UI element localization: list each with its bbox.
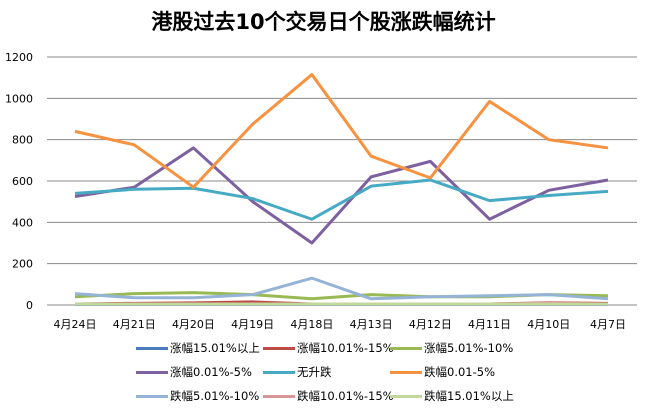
legend-item: 涨幅15.01%以上 xyxy=(136,340,260,356)
x-tick-label: 4月12日 xyxy=(409,318,452,331)
legend-swatch xyxy=(390,394,422,398)
legend-swatch xyxy=(390,346,422,350)
legend-swatch xyxy=(263,394,295,398)
legend-swatch xyxy=(136,370,168,374)
legend-swatch xyxy=(390,370,422,374)
legend-item: 无升跌 xyxy=(263,364,332,380)
legend-label: 无升跌 xyxy=(297,365,332,379)
chart-title: 港股过去10个交易日个股涨跌幅统计 xyxy=(151,10,496,34)
plot-area: 0 200 400 600 800 1000 1200 4月24日 4月21日 4月20日 4月19… xyxy=(5,51,637,331)
legend-swatch xyxy=(136,394,168,398)
legend-item: 跌幅10.01%-15% xyxy=(263,388,394,404)
legend-label: 涨幅0.01%-5% xyxy=(170,365,252,379)
series-line-3 xyxy=(74,146,609,245)
legend-swatch xyxy=(136,346,168,350)
legend-label: 涨幅5.01%-10% xyxy=(424,341,514,355)
legend-item: 涨幅5.01%-10% xyxy=(390,340,513,356)
y-tick-label: 0 xyxy=(26,299,33,312)
x-tick-label: 4月10日 xyxy=(527,318,570,331)
legend-label: 涨幅10.01%-15% xyxy=(297,341,394,355)
x-tick-label: 4月7日 xyxy=(590,318,626,331)
x-tick-label: 4月19日 xyxy=(231,318,274,331)
legend-swatch xyxy=(263,370,295,374)
series-line-6 xyxy=(74,276,609,301)
y-tick-label: 400 xyxy=(12,216,33,229)
legend-label: 跌幅0.01-5% xyxy=(424,365,495,379)
x-tick-label: 4月24日 xyxy=(54,318,97,331)
legend-item: 跌幅5.01%-10% xyxy=(136,388,259,404)
legend-label: 跌幅15.01%以上 xyxy=(424,389,514,403)
y-tick-label: 200 xyxy=(12,258,33,271)
legend-label: 跌幅10.01%-15% xyxy=(297,389,394,403)
x-tick-label: 4月18日 xyxy=(290,318,333,331)
x-tick-label: 4月11日 xyxy=(468,318,511,331)
x-tick-label: 4月21日 xyxy=(113,318,156,331)
legend-label: 跌幅5.01%-10% xyxy=(170,389,260,403)
x-tick-label: 4月13日 xyxy=(350,318,393,331)
legend-swatch xyxy=(263,346,295,350)
x-tick-label: 4月20日 xyxy=(172,318,215,331)
y-tick-label: 800 xyxy=(12,134,33,147)
y-tick-label: 600 xyxy=(12,175,33,188)
legend-item: 跌幅15.01%以上 xyxy=(390,388,514,404)
legend-label: 涨幅15.01%以上 xyxy=(170,341,260,355)
series-line-5 xyxy=(74,73,609,189)
legend-item: 跌幅0.01-5% xyxy=(390,364,495,380)
legend-item: 涨幅10.01%-15% xyxy=(263,340,394,356)
y-tick-label: 1000 xyxy=(5,92,33,105)
legend-item: 涨幅0.01%-5% xyxy=(136,364,252,380)
series-line-4 xyxy=(74,178,609,221)
y-tick-label: 1200 xyxy=(5,51,33,64)
